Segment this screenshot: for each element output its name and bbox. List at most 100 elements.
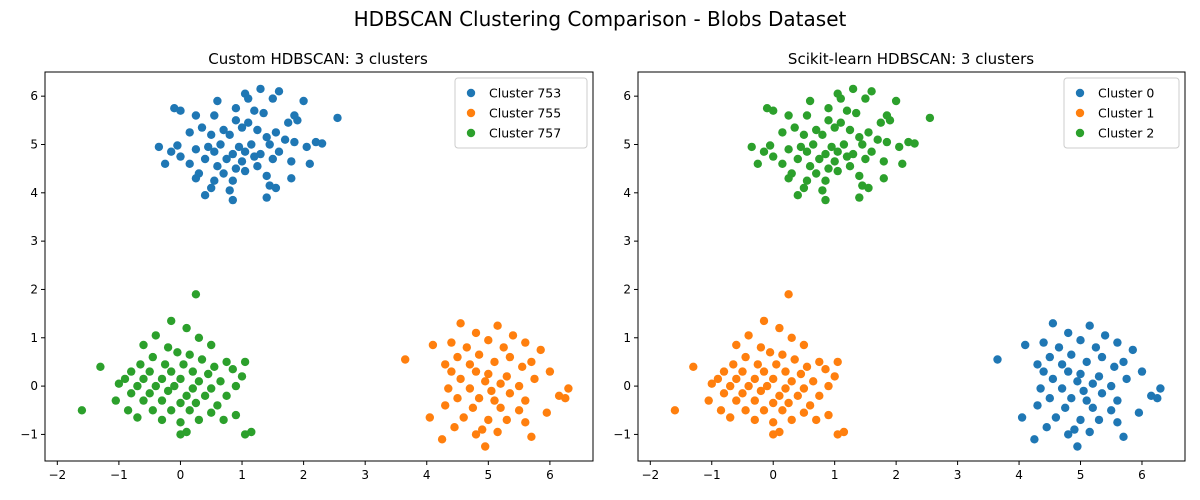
scatter-point-custom-series-1 [505,352,515,362]
scatter-point-sklearn-series-0 [1137,367,1147,376]
scatter-point-sklearn-series-1 [787,415,796,425]
scatter-point-sklearn-series-2 [895,142,904,152]
scatter-point-custom-series-1 [536,345,545,355]
scatter-point-sklearn-series-2 [882,137,892,147]
y-tick-label: 0 [623,379,631,393]
scatter-point-custom-series-1 [441,401,450,410]
scatter-point-sklearn-series-2 [842,152,852,161]
scatter-point-custom-series-1 [456,319,465,328]
scatter-point-custom-series-1 [564,384,573,393]
y-tick-label: 3 [623,234,631,248]
y-tick-label: −1 [613,427,631,441]
scatter-point-sklearn-series-0 [1122,374,1131,384]
scatter-point-custom-series-2 [222,391,231,400]
scatter-point-sklearn-series-0 [1064,367,1073,376]
scatter-point-sklearn-series-1 [839,427,849,437]
scatter-point-custom-series-2 [163,386,173,396]
scatter-point-custom-series-0 [271,183,281,193]
scatter-point-custom-series-0 [250,106,259,115]
scatter-point-sklearn-series-1 [704,396,713,405]
legend-label: Cluster 2 [1098,126,1154,141]
scatter-point-sklearn-series-1 [833,357,842,367]
scatter-point-sklearn-series-1 [756,386,766,396]
scatter-point-sklearn-series-1 [726,413,735,422]
scatter-point-sklearn-series-0 [1113,338,1122,347]
scatter-point-custom-series-1 [471,328,481,338]
scatter-point-custom-series-1 [545,367,555,376]
scatter-point-custom-series-2 [182,323,191,333]
scatter-point-sklearn-series-2 [925,113,935,123]
scatter-point-custom-series-2 [237,372,247,381]
scatter-point-custom-series-2 [204,369,213,379]
scatter-point-sklearn-series-1 [719,389,729,398]
scatter-point-custom-series-1 [447,338,456,347]
scatter-point-sklearn-series-0 [1094,415,1104,425]
scatter-point-custom-series-0 [305,159,314,168]
scatter-point-custom-series-1 [468,403,478,412]
y-tick-label: 5 [623,137,631,151]
scatter-point-custom-series-2 [231,410,241,420]
scatter-point-sklearn-series-1 [772,360,781,369]
scatter-point-sklearn-series-0 [1110,362,1119,371]
y-tick-label: 5 [30,137,38,151]
scatter-point-sklearn-series-1 [759,406,769,415]
scatter-point-sklearn-series-0 [1134,408,1144,417]
scatter-point-custom-series-0 [290,137,299,147]
scatter-point-sklearn-series-2 [864,128,873,137]
scatter-point-sklearn-series-2 [812,125,821,135]
scatter-point-custom-series-0 [287,174,296,183]
x-tick-label: 2 [300,468,308,482]
scatter-point-custom-series-1 [474,394,484,403]
scatter-point-sklearn-series-1 [744,381,753,391]
scatter-point-custom-series-1 [505,389,515,398]
scatter-point-sklearn-series-2 [753,159,762,168]
scatter-point-custom-series-0 [197,123,207,132]
scatter-point-custom-series-0 [204,142,213,152]
scatter-point-custom-series-0 [262,133,271,142]
scatter-point-custom-series-1 [514,406,524,415]
scatter-point-sklearn-series-2 [790,123,799,132]
scatter-point-custom-series-0 [228,176,237,185]
x-tick-label: 3 [954,468,962,482]
scatter-point-custom-series-2 [176,374,185,384]
scatter-point-custom-series-0 [284,118,293,127]
scatter-point-custom-series-0 [262,171,271,181]
scatter-point-sklearn-series-2 [784,111,793,120]
scatter-point-sklearn-series-2 [910,139,919,148]
scatter-point-custom-series-0 [237,123,247,132]
scatter-point-custom-series-0 [302,142,311,152]
scatter-point-custom-series-1 [542,408,551,417]
y-tick-label: −1 [20,427,38,441]
y-tick-label: 4 [623,186,631,200]
scatter-point-custom-series-2 [179,360,188,369]
scatter-point-sklearn-series-0 [1064,430,1073,439]
scatter-point-sklearn-series-0 [1070,425,1079,434]
scatter-point-custom-series-1 [493,427,502,437]
x-tick-label: 0 [769,468,777,482]
scatter-point-sklearn-series-1 [821,365,830,374]
scatter-point-custom-series-2 [139,374,148,384]
scatter-point-custom-series-2 [173,348,182,357]
scatter-point-sklearn-series-0 [1085,427,1094,437]
scatter-point-custom-series-1 [493,321,502,330]
scatter-point-sklearn-series-1 [689,362,698,371]
scatter-point-custom-series-2 [77,406,87,415]
scatter-point-sklearn-series-2 [864,183,873,193]
scatter-point-custom-series-1 [499,343,508,352]
scatter-point-sklearn-series-1 [732,396,741,405]
scatter-point-custom-series-2 [148,352,157,362]
scatter-point-custom-series-2 [194,377,204,386]
scatter-point-custom-series-1 [487,386,496,396]
x-tick-label: −1 [110,468,128,482]
scatter-point-sklearn-series-2 [824,164,833,173]
scatter-point-custom-series-0 [225,186,234,195]
scatter-point-sklearn-series-2 [778,159,787,168]
scatter-point-sklearn-series-0 [1076,369,1085,379]
scatter-point-sklearn-series-1 [775,427,784,437]
legend-marker [466,128,476,138]
scatter-point-custom-series-2 [170,381,179,391]
scatter-point-custom-series-0 [207,130,216,139]
scatter-point-sklearn-series-2 [778,128,787,137]
chart-title-sklearn: Scikit-learn HDBSCAN: 3 clusters [788,50,1034,68]
